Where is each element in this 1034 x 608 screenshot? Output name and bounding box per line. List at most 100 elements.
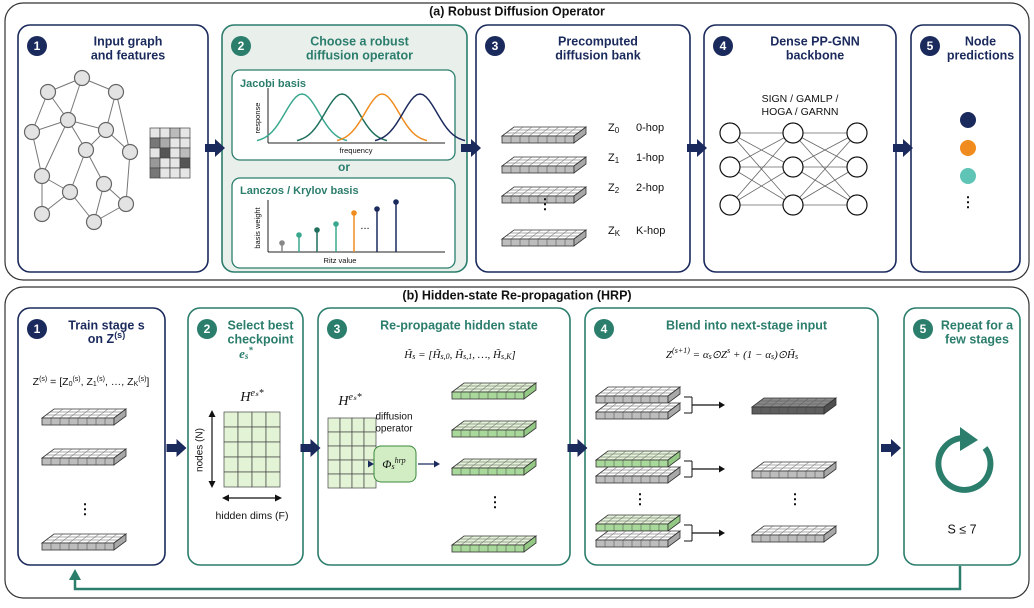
matrix-cell [340, 418, 352, 432]
matrix-cell [340, 432, 352, 446]
matrix-cell [266, 412, 280, 427]
flow-arrow [167, 439, 187, 457]
step-title: predictions [947, 48, 1014, 62]
step-number: 5 [927, 39, 934, 53]
matrix-cell [150, 138, 160, 148]
formula-part: eₛ* [348, 392, 361, 403]
matrix-cell [328, 460, 340, 474]
formula-part: )⊙H̃ [773, 348, 796, 361]
stem-head [279, 240, 285, 246]
hop-label: 0-hop [636, 122, 664, 134]
arrow-head [69, 569, 81, 580]
step-number: 4 [601, 322, 608, 336]
bank-index: 1 [615, 156, 620, 165]
matrix-cell [170, 128, 180, 138]
step-number: 1 [34, 39, 41, 53]
formula-part: ] [146, 376, 149, 388]
label: hidden dims (F) [216, 510, 289, 522]
label: Ritz value [324, 256, 357, 265]
label: ... [360, 220, 369, 232]
formula-part: ] [510, 349, 515, 361]
matrix-cell [180, 128, 190, 138]
panel-title: (b) Hidden-state Re-propagation (HRP) [402, 288, 631, 302]
flow-arrow [881, 439, 901, 457]
prediction [960, 112, 976, 128]
matrix-cell [252, 457, 266, 472]
matrix-cell [352, 418, 364, 432]
matrix-cell [340, 446, 352, 460]
matrix-cell [238, 427, 252, 442]
step-number: 2 [204, 322, 211, 336]
matrix-cell [160, 148, 170, 158]
matrix-cell [328, 418, 340, 432]
graph-node [25, 125, 40, 140]
graph-node [35, 207, 50, 222]
formula: H̃s = [H̃s,0, H̃s,1, …, H̃s,K] [403, 348, 515, 361]
nn-neuron [847, 195, 867, 215]
formula-part: Φ [382, 457, 391, 471]
matrix-cell [160, 128, 170, 138]
label: response [253, 103, 262, 134]
step-title: and features [91, 48, 165, 62]
stem-head [351, 210, 357, 216]
step-title: diffusion bank [555, 48, 640, 62]
bank-index: K [615, 229, 621, 238]
graph-node [99, 123, 114, 138]
matrix-cell [150, 168, 160, 178]
step-title: Precomputed [558, 34, 638, 48]
label: ⋮ [961, 194, 975, 210]
formula-part: (s) [97, 376, 105, 383]
step-number: 2 [238, 39, 245, 53]
formula-part: (s) [138, 376, 146, 383]
formula: Z(s) = [Z0(s), Z1(s), …, ZK(s)] [33, 376, 150, 388]
formula-part: ⊙Z [712, 349, 728, 361]
step-title: backbone [786, 48, 844, 62]
matrix-cell [170, 138, 180, 148]
matrix-cell [160, 158, 170, 168]
stem-head [333, 221, 339, 227]
label: frequency [340, 146, 373, 155]
matrix-cell [150, 128, 160, 138]
step-title: Choose a robust [310, 34, 409, 48]
step-title: diffusion operator [306, 48, 413, 62]
formula-part: (s) [114, 330, 125, 340]
step-number: 3 [334, 322, 341, 336]
prediction [960, 168, 976, 184]
graph-node [35, 169, 50, 184]
formula-part: = α [690, 349, 709, 361]
nn-neuron [720, 157, 740, 177]
matrix-cell [224, 427, 238, 442]
matrix-cell [150, 148, 160, 158]
graph-node [41, 85, 56, 100]
step-title: Input graph [94, 34, 163, 48]
hop-label: 2-hop [636, 182, 664, 194]
step-title: checkpoint [228, 332, 295, 346]
graph-node [97, 177, 112, 192]
step-number: 1 [34, 322, 41, 336]
step-title: Select best [227, 318, 294, 332]
matrix-cell [170, 168, 180, 178]
step-title: Re-propagate hidden state [380, 318, 538, 332]
matrix-cell [160, 168, 170, 178]
nn-neuron [720, 123, 740, 143]
step-title: Train stage s [68, 318, 144, 332]
formula-part: hrp [395, 456, 406, 465]
matrix-cell [150, 158, 160, 168]
nn-neuron [847, 157, 867, 177]
formula-part: (s) [72, 376, 80, 383]
label: ⋮ [633, 491, 647, 507]
matrix-cell [266, 442, 280, 457]
graph-node [109, 85, 124, 100]
panel-title: (a) Robust Diffusion Operator [429, 4, 605, 18]
label: diffusion [375, 412, 412, 423]
hop-label: 1-hop [636, 152, 664, 164]
label: operator [375, 424, 413, 435]
step-title: Dense PP-GNN [770, 34, 860, 48]
formula-part: (s) [39, 376, 47, 383]
nn-neuron [783, 157, 803, 177]
matrix-cell [180, 148, 190, 158]
step-number: 3 [492, 39, 499, 53]
label: Jacobi basis [240, 78, 306, 90]
formula-part: on Z [88, 332, 115, 346]
step-title: Node [965, 34, 996, 48]
